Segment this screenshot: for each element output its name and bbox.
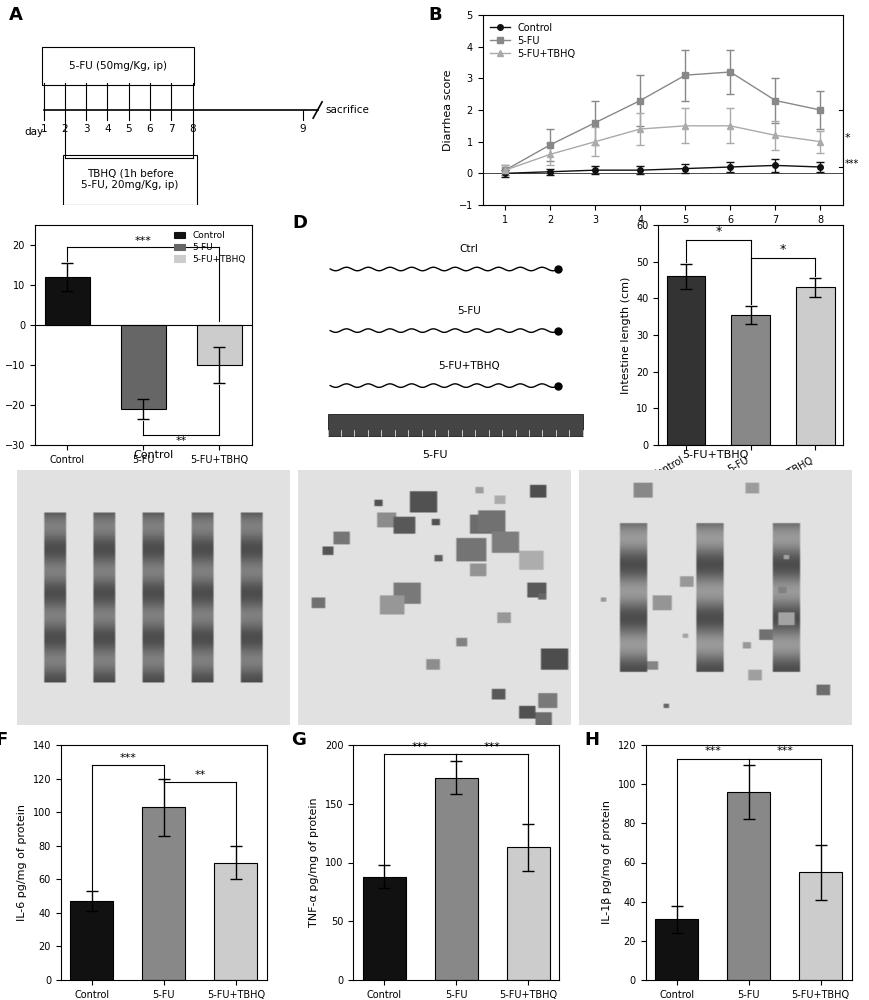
Text: day: day — [24, 127, 43, 137]
Bar — [731, 315, 770, 445]
Text: 9: 9 — [300, 124, 306, 134]
Y-axis label: IL-6 pg/mg of protein: IL-6 pg/mg of protein — [17, 804, 27, 921]
Text: A: A — [9, 5, 23, 23]
Text: Control: Control — [134, 450, 174, 460]
Text: 6: 6 — [147, 124, 153, 134]
Text: ***: *** — [484, 742, 501, 752]
Bar — [727, 792, 770, 980]
Legend: Control, 5-FU, 5-FU+TBHQ: Control, 5-FU, 5-FU+TBHQ — [172, 230, 248, 266]
Bar — [70, 901, 113, 980]
Bar — [196, 325, 242, 365]
Bar — [143, 807, 185, 980]
Text: *: * — [845, 133, 851, 143]
Text: G: G — [291, 731, 307, 749]
Text: 4: 4 — [104, 124, 111, 134]
Bar — [434, 778, 478, 980]
Text: 5-FU (50mg/Kg, ip): 5-FU (50mg/Kg, ip) — [70, 61, 167, 71]
Y-axis label: IL-1β pg/mg of protein: IL-1β pg/mg of protein — [602, 800, 612, 924]
Text: 5-FU+TBHQ: 5-FU+TBHQ — [438, 361, 500, 371]
FancyBboxPatch shape — [63, 155, 197, 205]
Legend: Control, 5-FU, 5-FU+TBHQ: Control, 5-FU, 5-FU+TBHQ — [488, 20, 579, 62]
Text: *: * — [779, 243, 786, 256]
Text: **: ** — [194, 770, 205, 780]
Bar — [799, 872, 842, 980]
Text: **: ** — [176, 436, 187, 446]
Text: 3: 3 — [83, 124, 90, 134]
Text: ***: *** — [119, 753, 136, 763]
Bar — [507, 847, 550, 980]
Bar — [362, 877, 406, 980]
FancyBboxPatch shape — [43, 47, 194, 85]
Text: TBHQ (1h before
5-FU, 20mg/Kg, ip): TBHQ (1h before 5-FU, 20mg/Kg, ip) — [82, 168, 179, 190]
Text: F: F — [0, 731, 7, 749]
Bar — [214, 862, 257, 980]
Bar — [796, 287, 834, 445]
Y-axis label: Intestine length (cm): Intestine length (cm) — [620, 276, 631, 394]
Text: 5-FU: 5-FU — [421, 450, 448, 460]
Bar — [44, 277, 90, 325]
Text: 1: 1 — [40, 124, 47, 134]
Text: 2: 2 — [62, 124, 69, 134]
Text: H: H — [584, 731, 599, 749]
Text: 8: 8 — [189, 124, 196, 134]
Text: ***: *** — [845, 159, 859, 169]
Y-axis label: Diarrhea score: Diarrhea score — [443, 69, 453, 151]
Bar — [121, 325, 166, 409]
Text: 5-FU: 5-FU — [457, 306, 481, 316]
Bar — [655, 919, 699, 980]
Text: 5-FU+TBHQ: 5-FU+TBHQ — [682, 450, 748, 460]
Text: D: D — [292, 214, 308, 232]
Text: 7: 7 — [168, 124, 175, 134]
Text: *: * — [715, 225, 721, 238]
Text: ***: *** — [412, 742, 428, 752]
Y-axis label: TNF-α pg/mg of protein: TNF-α pg/mg of protein — [309, 798, 320, 927]
Text: B: B — [428, 5, 442, 23]
Text: ***: *** — [776, 746, 793, 756]
Text: sacrifice: sacrifice — [325, 105, 369, 115]
Text: ***: *** — [135, 236, 152, 246]
Text: 5: 5 — [125, 124, 132, 134]
Bar — [667, 276, 706, 445]
Text: ***: *** — [704, 746, 721, 756]
Bar — [328, 414, 583, 436]
Text: Ctrl: Ctrl — [460, 244, 478, 254]
